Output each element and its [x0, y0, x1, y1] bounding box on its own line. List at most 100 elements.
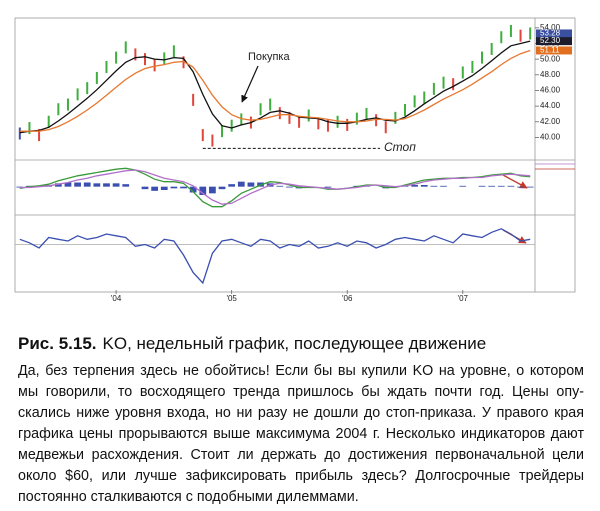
price-bar	[404, 104, 406, 117]
price-bar	[163, 52, 166, 65]
series-line	[19, 167, 531, 208]
price-bar	[57, 103, 60, 116]
body-text: Да, без терпения здесь не обойтись! Если…	[18, 361, 584, 508]
price-bar	[384, 121, 387, 134]
stop-annotation: Стоп	[384, 140, 416, 154]
histogram-bar	[180, 186, 187, 189]
price-bar	[529, 27, 532, 40]
price-bar	[259, 103, 262, 116]
x-tick-label: '04	[111, 294, 122, 303]
price-bar	[28, 122, 31, 135]
histogram-bar	[286, 186, 293, 188]
text-line: мы говорили, то восходящего тренда пришл…	[18, 384, 584, 400]
histogram-bar	[93, 183, 101, 187]
figure-caption: Рис. 5.15. KO, недельный график, последую…	[18, 334, 486, 354]
histogram-bar	[103, 183, 110, 187]
price-bar	[115, 51, 118, 64]
series-line	[19, 228, 531, 285]
price-bar	[153, 59, 156, 72]
histogram-bar	[74, 182, 81, 187]
y-tick-label: 54.00	[540, 23, 561, 32]
y-tick-label: 40.00	[540, 133, 561, 142]
histogram-bar	[507, 185, 515, 187]
price-bar	[105, 60, 108, 73]
histogram-bar	[189, 186, 197, 193]
series-line	[19, 169, 531, 205]
price-bar	[432, 82, 435, 95]
price-bar	[461, 66, 464, 79]
price-label-box	[536, 29, 572, 38]
price-bar	[442, 76, 445, 89]
histogram-bar	[459, 185, 467, 187]
price-bar	[317, 117, 320, 130]
price-bar	[471, 60, 474, 73]
histogram-bar	[430, 185, 438, 187]
y-tick-label: 46.00	[540, 86, 561, 95]
y-tick-label: 48.00	[540, 70, 561, 79]
price-bar	[481, 51, 484, 64]
x-tick-label: '05	[226, 294, 237, 303]
price-label: 52.30	[540, 36, 561, 45]
price-bar	[47, 115, 50, 128]
price-label-box	[536, 37, 572, 46]
y-tick-label: 50.00	[540, 54, 561, 63]
histogram-bar	[411, 185, 418, 187]
histogram-bar	[440, 185, 447, 187]
histogram-bar	[478, 185, 486, 187]
price-bar	[365, 107, 368, 120]
chart-frame	[14, 17, 576, 293]
series-line	[19, 40, 531, 134]
price-bar	[519, 29, 522, 42]
price-bar	[490, 42, 493, 55]
price-bar	[423, 91, 426, 104]
histogram-bar	[199, 186, 207, 195]
price-bar	[230, 119, 233, 132]
divergence-arrow	[502, 174, 528, 189]
price-bar	[509, 24, 512, 37]
price-bar	[192, 93, 195, 106]
text-line: медвежьи расхождения. Стоит ли держать д…	[18, 447, 584, 463]
price-bar	[500, 31, 503, 44]
price-label-box	[536, 46, 572, 55]
price-bar	[452, 78, 455, 91]
price-bar	[172, 45, 175, 58]
text-line: графика цены прорываются выше максимума …	[18, 426, 584, 442]
histogram-bar	[228, 184, 236, 187]
text-line: около $60, или лучше зафиксировать прибы…	[18, 468, 584, 484]
price-bar	[326, 119, 329, 132]
price-bar	[355, 112, 358, 125]
price-bar	[346, 118, 349, 131]
histogram-bar	[247, 182, 255, 187]
price-bar	[124, 41, 127, 54]
price-bar	[288, 111, 291, 124]
text-line: постоянно сталкиваются с подобными дилем…	[18, 489, 359, 505]
price-bar	[144, 53, 146, 66]
price-label: 53.28	[540, 29, 561, 38]
price-bar	[240, 113, 243, 126]
price-bar	[278, 107, 281, 120]
histogram-bar	[526, 186, 534, 188]
price-bar	[413, 95, 416, 108]
histogram-bar	[141, 186, 149, 190]
buy-arrow	[241, 65, 259, 103]
price-bar	[38, 129, 41, 142]
y-tick-label: 44.00	[540, 101, 561, 110]
series-line	[19, 49, 531, 132]
histogram-bar	[218, 186, 226, 190]
price-bar	[95, 71, 98, 84]
price-bar	[76, 88, 79, 101]
x-tick-label: '06	[342, 294, 353, 303]
caption-label: Рис. 5.15.	[18, 334, 97, 353]
price-bar	[134, 48, 137, 61]
text-line: скались ниже уровня входа, но ни разу не…	[18, 405, 584, 421]
y-tick-label: 42.00	[540, 117, 561, 126]
histogram-bar	[170, 186, 178, 189]
price-bar	[18, 127, 21, 140]
chart: Покупка Стоп 40.00 42.00 44.00 46.00 48.00 50…	[14, 17, 576, 303]
histogram-bar	[112, 183, 120, 187]
price-bar	[211, 134, 214, 147]
histogram-bar	[324, 186, 332, 188]
price-bar	[269, 98, 272, 111]
histogram-bar	[237, 181, 245, 187]
